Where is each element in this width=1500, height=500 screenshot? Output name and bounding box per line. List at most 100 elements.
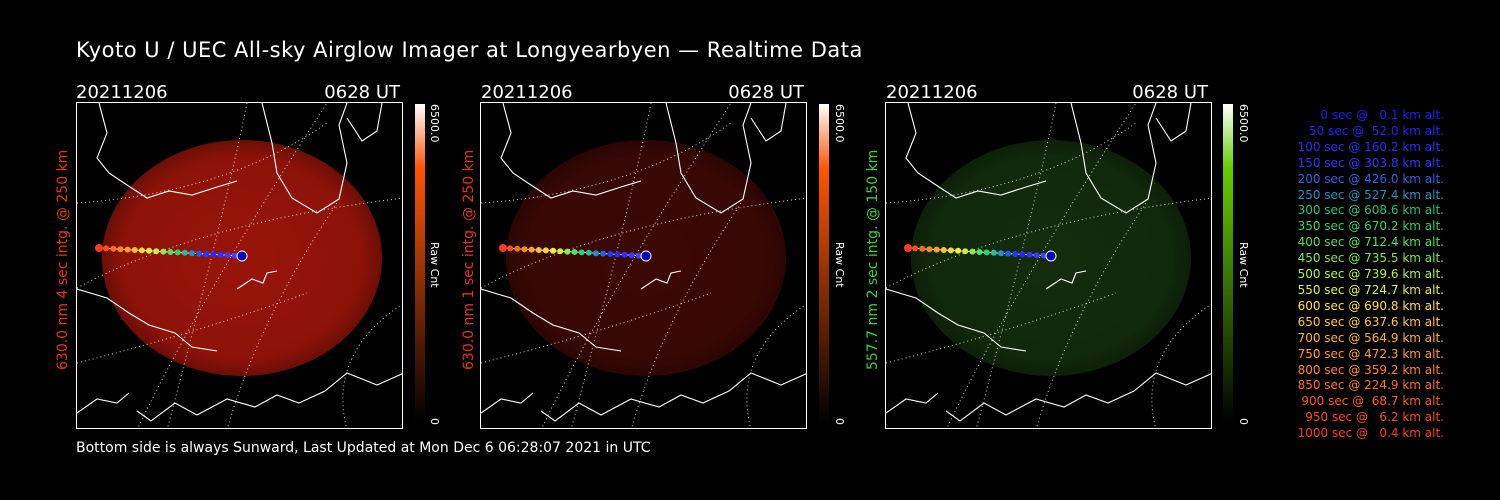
- coastline: [640, 270, 682, 290]
- legend-row: 200 sec @ 426.0 km alt.: [1262, 172, 1444, 188]
- panel-3-colorbar-max: 6500.0: [1237, 104, 1250, 143]
- legend-time: 400 sec @: [1293, 235, 1361, 250]
- legend-time: 900 sec @: [1297, 394, 1365, 409]
- coastline: [665, 103, 752, 214]
- coastline: [77, 392, 130, 414]
- trajectory-point: [167, 249, 174, 255]
- legend-time: 500 sec @: [1293, 267, 1361, 282]
- legend-altitude: 303.8 km alt.: [1360, 155, 1444, 170]
- panel-1-colorbar-unit: Raw Cnt: [428, 242, 441, 288]
- trajectory-point: [962, 248, 969, 255]
- trajectory-point: [919, 245, 926, 252]
- trajectory-point: [542, 247, 549, 254]
- coastline: [346, 103, 383, 142]
- coastline: [261, 103, 348, 214]
- trajectory-point: [997, 250, 1004, 257]
- trajectory-point: [236, 250, 248, 262]
- legend-row: 500 sec @ 739.6 km alt.: [1262, 267, 1444, 283]
- trajectory-point: [904, 244, 912, 252]
- coastline: [945, 372, 1211, 422]
- legend-time: 1000 sec @: [1297, 426, 1368, 441]
- panel-2-date: 20211206: [481, 82, 573, 103]
- legend-altitude: 735.5 km alt.: [1360, 251, 1444, 266]
- trajectory-point: [614, 251, 621, 258]
- trajectory-point: [153, 248, 160, 255]
- trajectory-point: [990, 249, 997, 256]
- panel-3-colorbar-min: 0: [1237, 418, 1250, 425]
- trajectory-point: [138, 247, 145, 254]
- grid-line: [481, 197, 806, 289]
- legend-altitude: 739.6 km alt.: [1360, 267, 1444, 282]
- legend-time: 200 sec @: [1293, 171, 1361, 186]
- legend-time: 750 sec @: [1293, 346, 1361, 361]
- coastline: [500, 103, 642, 199]
- panel-2-colorbar-max: 6500.0: [833, 104, 846, 143]
- panel-2-time: 0628 UT: [728, 82, 804, 103]
- legend-altitude: 426.0 km alt.: [1360, 171, 1444, 186]
- trajectory-point: [1019, 251, 1026, 258]
- coastline: [886, 392, 939, 414]
- trajectory-point: [1026, 251, 1033, 258]
- legend-row: 250 sec @ 527.4 km alt.: [1262, 188, 1444, 204]
- trajectory-point: [224, 252, 231, 259]
- grid-line: [77, 122, 328, 204]
- trajectory-point: [521, 246, 528, 253]
- legend-altitude: 0.4 km alt.: [1367, 426, 1444, 441]
- legend-time: 650 sec @: [1293, 314, 1361, 329]
- trajectory-point: [947, 247, 954, 254]
- trajectory-point: [983, 249, 990, 256]
- trajectory-point: [231, 252, 238, 259]
- trajectory-point: [103, 245, 110, 252]
- trajectory-altitude-legend: 0 sec @ 0.1 km alt. 50 sec @ 52.0 km alt…: [1262, 108, 1444, 442]
- grid-line: [227, 202, 338, 428]
- trajectory-point: [600, 250, 607, 257]
- trajectory-point: [210, 251, 217, 258]
- legend-time: 350 sec @: [1293, 219, 1361, 234]
- trajectory-point: [628, 252, 635, 259]
- legend-altitude: 712.4 km alt.: [1360, 235, 1444, 250]
- trajectory-point: [160, 248, 167, 255]
- coastline: [1045, 270, 1087, 290]
- panel-1-colorbar-max: 6500.0: [428, 104, 441, 143]
- panel-3-image: [885, 102, 1212, 429]
- trajectory-point: [955, 247, 962, 254]
- legend-row: 300 sec @ 608.6 km alt.: [1262, 203, 1444, 219]
- legend-time: 600 sec @: [1293, 298, 1361, 313]
- trajectory-point: [933, 246, 940, 253]
- grid-line: [541, 103, 732, 428]
- legend-row: 50 sec @ 52.0 km alt.: [1262, 124, 1444, 140]
- trajectory-point: [621, 251, 628, 258]
- trajectory-point: [578, 249, 585, 256]
- legend-time: 550 sec @: [1293, 282, 1361, 297]
- panel-3-colorbar-unit: Raw Cnt: [1237, 242, 1250, 288]
- legend-altitude: 670.2 km alt.: [1360, 219, 1444, 234]
- legend-row: 750 sec @ 472.3 km alt.: [1262, 347, 1444, 363]
- legend-row: 900 sec @ 68.7 km alt.: [1262, 394, 1444, 410]
- grid-line: [481, 122, 732, 204]
- grid-line: [886, 122, 1137, 204]
- trajectory-point: [1005, 250, 1012, 257]
- legend-row: 100 sec @ 160.2 km alt.: [1262, 140, 1444, 156]
- sky-image: [886, 103, 1211, 428]
- trajectory-point: [1045, 250, 1057, 262]
- legend-altitude: 68.7 km alt.: [1364, 394, 1444, 409]
- trajectory-point: [181, 249, 188, 256]
- panel-2-colorbar: [819, 104, 829, 424]
- trajectory-point: [912, 245, 919, 252]
- trajectory-point: [117, 246, 124, 253]
- legend-row: 600 sec @ 690.8 km alt.: [1262, 299, 1444, 315]
- trajectory-point: [607, 251, 614, 257]
- legend-altitude: 608.6 km alt.: [1360, 203, 1444, 218]
- trajectory-point: [969, 248, 976, 255]
- panel-1-date: 20211206: [76, 82, 168, 103]
- trajectory-point: [550, 247, 557, 254]
- coastline: [905, 103, 1047, 199]
- trajectory-point: [940, 247, 947, 253]
- trajectory-point: [528, 246, 535, 253]
- panel-2-colorbar-unit: Raw Cnt: [833, 242, 846, 288]
- trajectory-point: [174, 249, 181, 256]
- legend-row: 400 sec @ 712.4 km alt.: [1262, 235, 1444, 251]
- legend-row: 0 sec @ 0.1 km alt.: [1262, 108, 1444, 124]
- legend-time: 150 sec @: [1293, 155, 1361, 170]
- grid-line: [946, 103, 1137, 428]
